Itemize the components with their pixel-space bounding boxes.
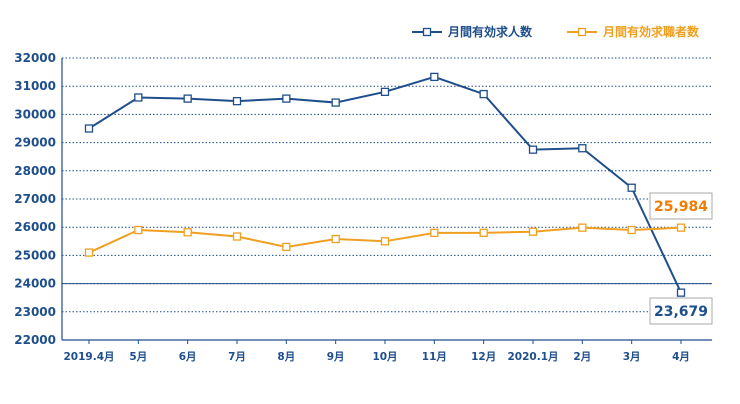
series-1-point-0 xyxy=(84,248,94,257)
series-1-point-2 xyxy=(183,228,192,237)
x-tick-label-9: 2020.1月 xyxy=(507,351,558,363)
series-0-point-3 xyxy=(232,96,242,106)
series-0-point-2 xyxy=(183,94,192,103)
x-tick-label-12: 4月 xyxy=(672,351,690,363)
series-1-point-12 xyxy=(676,223,686,232)
legend-label-0: 月間有効求人数 xyxy=(447,24,533,39)
series-1-point-11 xyxy=(627,225,636,235)
series-1-point-1 xyxy=(134,225,143,235)
x-tick-label-6: 10月 xyxy=(372,351,397,363)
x-tick-label-8: 12月 xyxy=(471,351,496,363)
y-tick-label-8: 30000 xyxy=(14,107,56,121)
x-tick-label-7: 11月 xyxy=(422,351,447,363)
series-1-point-7 xyxy=(430,228,439,237)
callout-label-1: 23,679 xyxy=(654,304,708,320)
x-tick-label-3: 7月 xyxy=(228,351,246,363)
x-tick-label-2: 6月 xyxy=(179,351,197,363)
x-tick-label-4: 8月 xyxy=(277,351,295,363)
legend-marker-1 xyxy=(577,27,587,37)
callout-box-1 xyxy=(649,297,713,325)
series-1-point-3 xyxy=(232,232,242,241)
series-0-point-6 xyxy=(380,87,390,96)
series-line-0 xyxy=(88,75,682,294)
series-0-point-7 xyxy=(430,72,439,82)
series-0-point-8 xyxy=(479,89,488,99)
series-1-point-9 xyxy=(528,227,538,236)
legend-label-1: 月間有効求職者数 xyxy=(602,24,700,39)
series-1-point-4 xyxy=(282,242,291,252)
series-0-point-4 xyxy=(282,94,291,103)
series-0-point-0 xyxy=(84,124,94,133)
y-tick-label-10: 32000 xyxy=(14,51,56,65)
series-0-point-5 xyxy=(331,98,340,107)
x-tick-label-10: 2月 xyxy=(573,351,591,363)
callout-box-0 xyxy=(649,192,713,220)
y-tick-label-4: 26000 xyxy=(14,220,56,234)
x-tick-label-5: 9月 xyxy=(327,351,345,363)
series-0-point-9 xyxy=(528,145,538,154)
series-0-point-10 xyxy=(578,144,587,153)
x-tick-label-1: 5月 xyxy=(129,351,147,363)
y-tick-label-7: 29000 xyxy=(14,136,56,150)
legend-marker-0 xyxy=(422,27,432,37)
x-tick-label-11: 3月 xyxy=(623,351,641,363)
y-tick-label-0: 22000 xyxy=(14,333,56,347)
series-1-point-8 xyxy=(479,228,488,237)
series-1-point-5 xyxy=(331,234,340,244)
y-tick-label-9: 31000 xyxy=(14,79,56,93)
y-tick-label-2: 24000 xyxy=(14,277,56,291)
y-tick-label-5: 27000 xyxy=(14,192,56,206)
y-tick-label-1: 23000 xyxy=(14,305,56,319)
series-1-point-10 xyxy=(578,223,587,232)
callout-label-0: 25,984 xyxy=(654,199,708,215)
y-tick-label-3: 25000 xyxy=(14,248,56,262)
series-0-point-1 xyxy=(134,93,143,102)
x-tick-label-0: 2019.4月 xyxy=(63,351,114,363)
series-0-point-12 xyxy=(676,288,686,297)
y-tick-label-6: 28000 xyxy=(14,164,56,178)
series-1-point-6 xyxy=(380,237,390,246)
series-0-point-11 xyxy=(627,183,636,192)
